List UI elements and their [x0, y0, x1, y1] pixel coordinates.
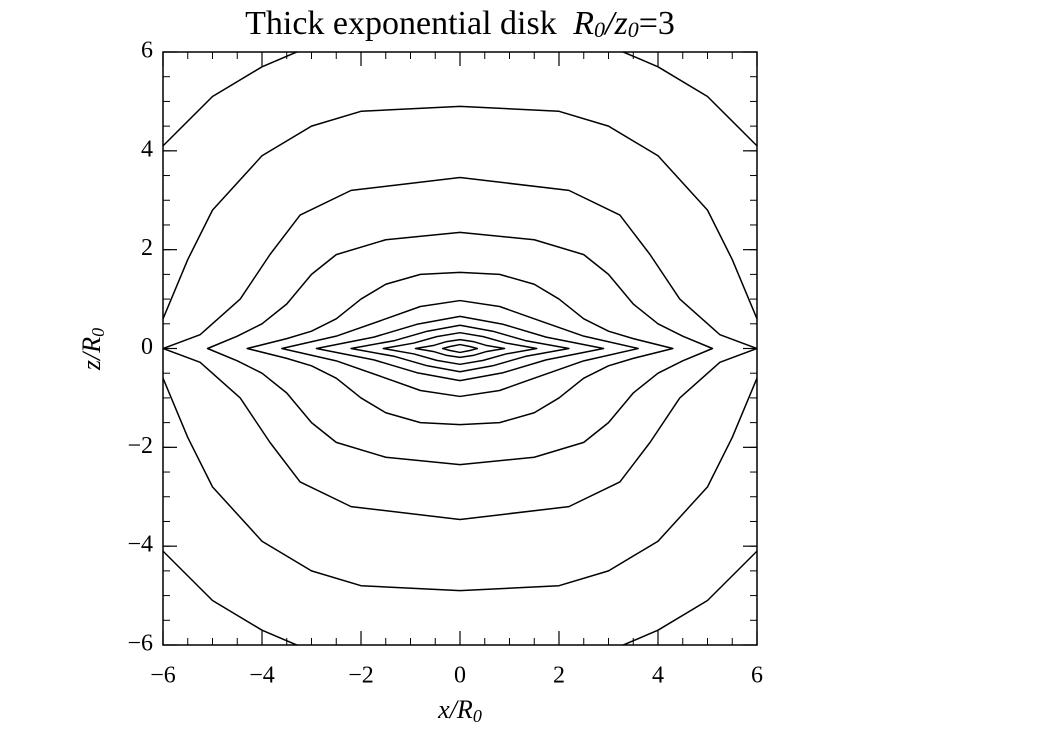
y-axis-label: z/R0 — [77, 328, 108, 371]
title-math: R — [572, 5, 594, 42]
x-tick-label: 4 — [652, 663, 664, 689]
title-text: Thick exponential disk — [245, 5, 557, 42]
x-tick-label: 0 — [454, 663, 466, 689]
contour-layer — [163, 52, 757, 645]
contour-line — [382, 331, 538, 366]
x-tick-label: 6 — [751, 663, 763, 689]
y-tick-label: −4 — [127, 532, 153, 558]
plot-frame — [162, 51, 758, 646]
contour-line — [163, 176, 757, 521]
contour-line — [414, 338, 506, 359]
contour-line — [163, 52, 757, 645]
x-label-sub: 0 — [473, 706, 482, 726]
y-tick-label: 0 — [141, 334, 153, 360]
y-label-text: z/R — [77, 337, 106, 371]
x-tick-label: 2 — [553, 663, 565, 689]
title-math: 0 — [628, 17, 639, 42]
x-axis-label: x/R0 — [437, 695, 482, 726]
y-tick-label: 2 — [141, 235, 153, 261]
y-tick-label: −6 — [127, 631, 153, 657]
y-label-sub: 0 — [88, 328, 108, 337]
contour-line — [315, 315, 605, 382]
title-math: 0 — [594, 17, 605, 42]
x-tick-label: −6 — [150, 663, 176, 689]
x-tick-label: −2 — [348, 663, 374, 689]
contour-line — [441, 343, 479, 354]
y-tick-label: 4 — [141, 136, 153, 162]
title-math: /z — [603, 5, 628, 42]
contour-line — [206, 231, 714, 466]
contour-line — [350, 324, 570, 373]
y-tick-label: 6 — [141, 38, 153, 64]
contour-line — [246, 271, 674, 426]
x-tick-label: −4 — [249, 663, 275, 689]
contour-line — [281, 299, 639, 398]
y-tick-label: −2 — [127, 433, 153, 459]
contour-line — [163, 105, 757, 592]
title-math: =3 — [639, 5, 675, 42]
x-label-text: x/R — [437, 695, 473, 724]
chart-title: Thick exponential disk R0/z0=3 — [245, 5, 675, 42]
